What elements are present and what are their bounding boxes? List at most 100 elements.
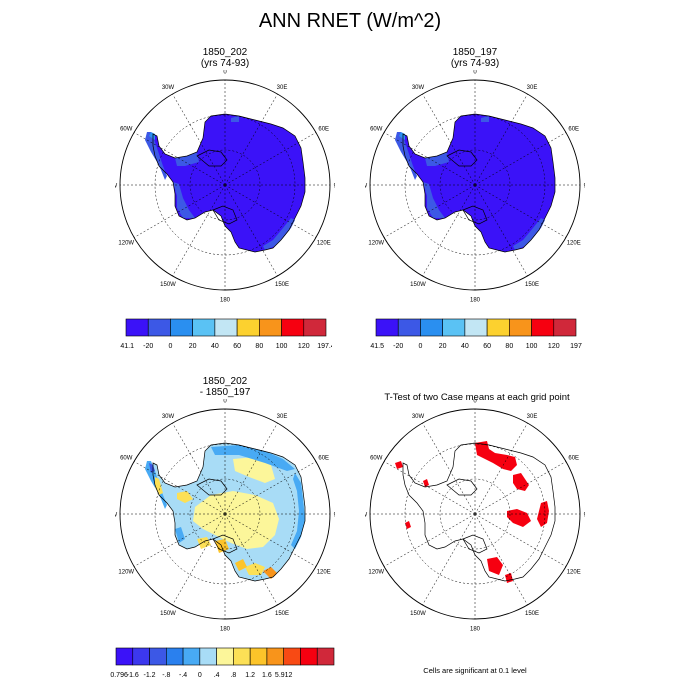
map-panel-difference: 0 30E 60E 90E 120E 150E 180 150W 120W 90W 60W 30W bbox=[115, 399, 335, 631]
longitude-label: 30E bbox=[277, 85, 288, 91]
longitude-label: 120W bbox=[368, 241, 384, 247]
colorbar-box bbox=[125, 318, 149, 337]
colorbar-label: -20 bbox=[143, 343, 153, 350]
colorbar-box bbox=[464, 318, 488, 337]
colorbar-label: .4 bbox=[214, 672, 220, 679]
colorbar-box bbox=[149, 647, 167, 666]
colorbar-label: -1.6 bbox=[127, 672, 139, 679]
colorbar-label: 100 bbox=[526, 343, 538, 350]
colorbar-box bbox=[236, 318, 260, 337]
graticule bbox=[120, 409, 330, 619]
colorbar-label: 5.912 bbox=[275, 672, 293, 679]
longitude-label: 30W bbox=[412, 85, 425, 91]
colorbar-label: 80 bbox=[255, 343, 263, 350]
colorbar-box bbox=[283, 647, 301, 666]
graticule bbox=[120, 80, 330, 290]
map-boundary bbox=[119, 79, 331, 291]
colorbar-label: 20 bbox=[189, 343, 197, 350]
colorbar-box bbox=[509, 318, 532, 337]
colorbar-boxes bbox=[375, 318, 577, 337]
longitude-label: 180 bbox=[220, 298, 231, 303]
colorbar-box bbox=[216, 647, 234, 666]
longitude-label: 0 bbox=[223, 70, 227, 76]
colorbar-box bbox=[486, 318, 510, 337]
colorbar-box bbox=[300, 647, 318, 666]
colorbar-box bbox=[170, 318, 193, 337]
colorbar-label: 120 bbox=[298, 343, 310, 350]
map-field bbox=[395, 114, 555, 252]
colorbar-box bbox=[266, 647, 284, 666]
longitude-label: 30E bbox=[527, 85, 538, 91]
panel-title-line2: - 1850_197 bbox=[199, 387, 251, 398]
longitude-label: 150E bbox=[275, 611, 289, 617]
colorbar-label: 80 bbox=[505, 343, 513, 350]
longitude-label: 90W bbox=[115, 513, 118, 519]
longitude-label: 30E bbox=[527, 414, 538, 420]
map-boundary bbox=[119, 408, 331, 620]
colorbar-label: 60 bbox=[233, 343, 241, 350]
longitude-label: 90E bbox=[334, 513, 335, 519]
colorbar-label: 0 bbox=[168, 343, 172, 350]
colorbar-label: -10.796 bbox=[110, 672, 128, 679]
coastline bbox=[402, 113, 556, 253]
colorbar-box bbox=[115, 647, 134, 666]
coastline bbox=[152, 113, 306, 253]
colorbar-label: 60 bbox=[483, 343, 491, 350]
colorbar-label: -.4 bbox=[179, 672, 187, 679]
longitude-label: 180 bbox=[470, 298, 481, 303]
colorbar-label: 0 bbox=[198, 672, 202, 679]
longitude-label: 60W bbox=[370, 127, 383, 133]
coastline bbox=[402, 442, 556, 582]
longitude-label: 30W bbox=[162, 414, 175, 420]
graticule bbox=[370, 80, 580, 290]
map-field bbox=[145, 443, 305, 581]
colorbar-box bbox=[214, 318, 238, 337]
colorbar-box bbox=[420, 318, 443, 337]
longitude-label: 60E bbox=[318, 456, 329, 462]
longitude-label: 150E bbox=[525, 611, 539, 617]
colorbar-label: -41.1 bbox=[120, 343, 134, 350]
coastline bbox=[152, 442, 306, 582]
colorbar-box bbox=[442, 318, 466, 337]
colorbar-box bbox=[233, 647, 251, 666]
colorbar-label: -20 bbox=[393, 343, 403, 350]
colorbar-box bbox=[303, 318, 327, 337]
colorbar-box bbox=[166, 647, 184, 666]
longitude-label: 120E bbox=[567, 570, 581, 576]
colorbar-label: 40 bbox=[211, 343, 219, 350]
longitude-label: 0 bbox=[473, 70, 477, 76]
longitude-label: 150E bbox=[275, 282, 289, 288]
longitude-label: 120E bbox=[317, 241, 331, 247]
colorbar-box bbox=[249, 647, 268, 666]
longitude-label: 150W bbox=[160, 611, 176, 617]
longitude-label: 90E bbox=[584, 513, 585, 519]
colorbar-label: 40 bbox=[461, 343, 469, 350]
colorbar-label: 0 bbox=[418, 343, 422, 350]
colorbar-box bbox=[531, 318, 555, 337]
map-boundary bbox=[369, 79, 581, 291]
map-boundary bbox=[369, 408, 581, 620]
colorbar-label: 1.2 bbox=[245, 672, 255, 679]
significance-footnote: Cells are significant at 0.1 level bbox=[423, 666, 527, 675]
colorbar-case1: -41.1 -20 0 20 40 60 80 100 120 197.4 bbox=[120, 318, 332, 350]
map-field bbox=[395, 441, 549, 583]
colorbar-label: 197.4 bbox=[317, 343, 332, 350]
colorbar-case2: -41.5 -20 0 20 40 60 80 100 120 197 bbox=[370, 318, 582, 350]
colorbar-box bbox=[147, 318, 171, 337]
longitude-label: 180 bbox=[470, 627, 481, 632]
colorbar-box bbox=[199, 647, 217, 666]
colorbar-label: -41.5 bbox=[370, 343, 384, 350]
longitude-label: 30E bbox=[277, 414, 288, 420]
longitude-label: 30W bbox=[162, 85, 175, 91]
panel-title-ttest: T-Test of two Case means at each grid po… bbox=[384, 392, 570, 403]
colorbar-boxes bbox=[115, 647, 335, 666]
panel-title-difference: 1850_202 - 1850_197 bbox=[125, 376, 325, 398]
longitude-label: 120E bbox=[317, 570, 331, 576]
longitude-label: 90E bbox=[584, 184, 585, 190]
longitude-label: 60W bbox=[370, 456, 383, 462]
longitude-label: 60W bbox=[120, 127, 133, 133]
colorbar-label: -.8 bbox=[162, 672, 170, 679]
colorbar-box bbox=[182, 647, 201, 666]
longitude-label: 60E bbox=[568, 127, 579, 133]
longitude-label: 120W bbox=[118, 241, 134, 247]
